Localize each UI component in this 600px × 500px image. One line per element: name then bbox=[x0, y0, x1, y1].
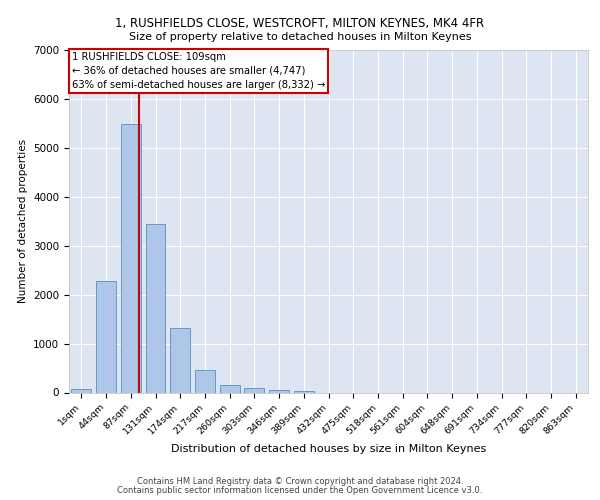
Bar bbox=[146, 224, 166, 392]
Bar bbox=[195, 370, 215, 392]
Text: Size of property relative to detached houses in Milton Keynes: Size of property relative to detached ho… bbox=[129, 32, 471, 42]
Text: Contains HM Land Registry data © Crown copyright and database right 2024.: Contains HM Land Registry data © Crown c… bbox=[137, 477, 463, 486]
Y-axis label: Number of detached properties: Number of detached properties bbox=[17, 139, 28, 304]
Bar bbox=[220, 384, 239, 392]
Bar bbox=[71, 388, 91, 392]
Bar bbox=[244, 388, 264, 392]
X-axis label: Distribution of detached houses by size in Milton Keynes: Distribution of detached houses by size … bbox=[171, 444, 486, 454]
Bar bbox=[294, 391, 314, 392]
Text: 1 RUSHFIELDS CLOSE: 109sqm
← 36% of detached houses are smaller (4,747)
63% of s: 1 RUSHFIELDS CLOSE: 109sqm ← 36% of deta… bbox=[71, 52, 325, 90]
Bar bbox=[96, 282, 116, 393]
Bar bbox=[170, 328, 190, 392]
Text: Contains public sector information licensed under the Open Government Licence v3: Contains public sector information licen… bbox=[118, 486, 482, 495]
Bar bbox=[121, 124, 140, 392]
Bar bbox=[269, 390, 289, 392]
Text: 1, RUSHFIELDS CLOSE, WESTCROFT, MILTON KEYNES, MK4 4FR: 1, RUSHFIELDS CLOSE, WESTCROFT, MILTON K… bbox=[115, 18, 485, 30]
